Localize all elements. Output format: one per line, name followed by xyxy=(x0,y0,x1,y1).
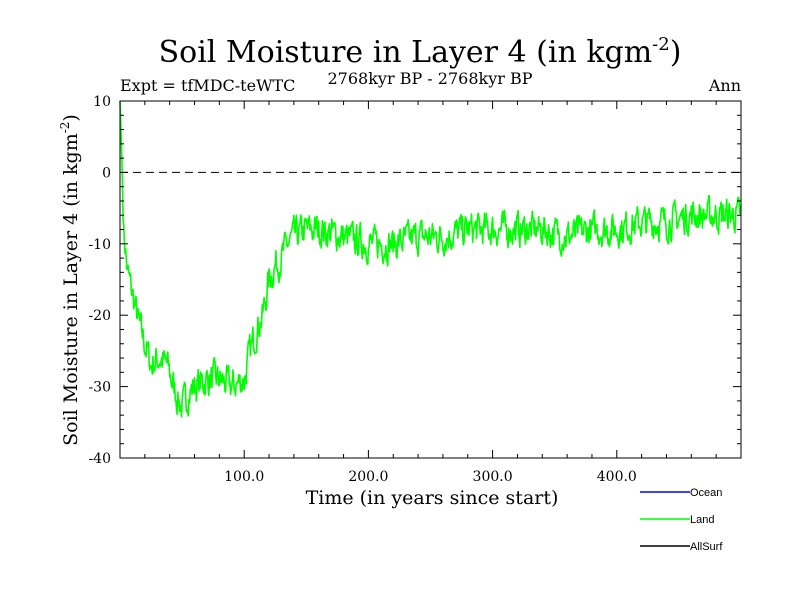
plot-frame xyxy=(119,100,742,459)
legend-label-land: Land xyxy=(690,514,714,526)
y-tick-label: 0 xyxy=(102,165,111,181)
season-label: Ann xyxy=(708,76,741,95)
y-tick-label: -10 xyxy=(88,237,111,253)
legend-label-ocean: Ocean xyxy=(690,487,722,499)
y-axis-label-suffix: ) xyxy=(60,114,82,121)
x-axis-label: Time (in years since start) xyxy=(306,487,559,509)
y-tick-label: 10 xyxy=(93,94,111,110)
period-label: 2768kyr BP - 2768kyr BP xyxy=(328,69,533,88)
chart-title: Soil Moisture in Layer 4 (in kgm-2) xyxy=(159,34,682,70)
series-layer xyxy=(119,100,742,418)
chart-title-superscript: -2 xyxy=(652,34,670,55)
legend-label-allsurf: AllSurf xyxy=(690,541,723,553)
y-tick-label: -40 xyxy=(88,451,111,467)
y-tick-label: -30 xyxy=(88,380,111,396)
legend: Ocean Land AllSurf xyxy=(640,487,723,553)
chart-title-suffix: ) xyxy=(670,35,682,70)
x-tick-label: 200.0 xyxy=(348,469,388,485)
series-line-land xyxy=(119,100,742,418)
ticks-layer: 100.0 200.0 300.0 400.0 -40 -30 -20 -10 0 10 xyxy=(88,94,741,485)
y-axis-label-main: Soil Moisture in Layer 4 (in kgm xyxy=(60,133,82,446)
chart-title-main: Soil Moisture in Layer 4 (in kgm xyxy=(159,35,653,70)
x-tick-label: 100.0 xyxy=(224,469,264,485)
x-tick-label: 400.0 xyxy=(597,469,637,485)
axes-layer xyxy=(119,100,742,459)
x-tick-label: 300.0 xyxy=(473,469,513,485)
y-axis-label-superscript: -2 xyxy=(58,122,72,134)
experiment-label: Expt = tfMDC-teWTC xyxy=(120,76,295,95)
y-axis-label: Soil Moisture in Layer 4 (in kgm-2) xyxy=(58,114,82,446)
y-tick-label: -20 xyxy=(88,308,111,324)
